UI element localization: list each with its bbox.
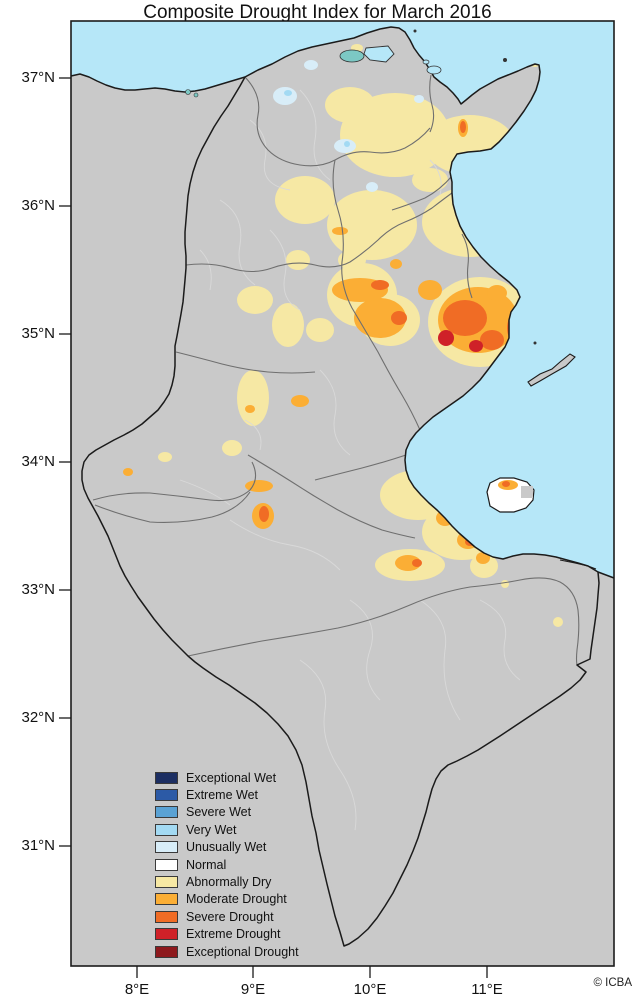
legend-row: Severe Wet	[155, 804, 299, 821]
lon-label-10e: 10°E	[353, 981, 387, 998]
page-title: Composite Drought Index for March 2016	[143, 2, 492, 23]
axis-ticks	[59, 77, 488, 978]
legend-row: Abnormally Dry	[155, 873, 299, 890]
legend-row: Exceptional Drought	[155, 943, 299, 960]
lat-label-32n: 32°N	[21, 709, 55, 726]
attribution-icba: © ICBA	[593, 977, 632, 989]
legend-label: Extreme Wet	[186, 788, 259, 803]
lon-label-9e: 9°E	[240, 981, 266, 998]
legend-label: Abnormally Dry	[186, 875, 272, 890]
legend-label: Exceptional Wet	[186, 770, 277, 785]
lon-label-8e: 8°E	[124, 981, 150, 998]
kuriat-islet	[533, 341, 537, 345]
lat-label-33n: 33°N	[21, 581, 55, 598]
coastline	[70, 73, 615, 579]
lat-label-37n: 37°N	[21, 69, 55, 86]
legend-row: Extreme Wet	[155, 786, 299, 803]
kerkennah-islands	[527, 353, 576, 387]
islet-dot-1	[413, 29, 417, 33]
legend-swatch-abnormally-dry	[155, 876, 178, 889]
legend-label: Severe Wet	[186, 805, 252, 820]
legend-label: Moderate Drought	[186, 892, 287, 907]
legend-swatch-moderate-drought	[155, 893, 178, 906]
tunisia-border	[81, 26, 600, 947]
legend-swatch-severe-wet	[155, 806, 178, 819]
legend-row: Severe Drought	[155, 908, 299, 925]
legend: Exceptional Wet Extreme Wet Severe Wet V…	[155, 769, 299, 960]
delegation-borders	[179, 89, 521, 831]
lakes	[185, 45, 597, 570]
legend-row: Exceptional Wet	[155, 769, 299, 786]
legend-swatch-unusually-wet	[155, 841, 178, 854]
legend-row: Normal	[155, 856, 299, 873]
governorate-borders	[92, 74, 580, 666]
legend-swatch-exceptional-wet	[155, 771, 178, 784]
legend-swatch-normal	[155, 858, 178, 871]
lat-label-35n: 35°N	[21, 325, 55, 342]
lat-label-36n: 36°N	[21, 197, 55, 214]
lon-label-11e: 11°E	[471, 981, 503, 998]
plot-frame	[70, 20, 615, 967]
legend-label: Extreme Drought	[186, 927, 281, 942]
legend-label: Exceptional Drought	[186, 944, 299, 959]
legend-swatch-very-wet	[155, 823, 178, 836]
zembra-islet	[503, 58, 507, 62]
lat-label-34n: 34°N	[21, 453, 55, 470]
legend-row: Moderate Drought	[155, 891, 299, 908]
djerba-island	[486, 477, 535, 513]
legend-swatch-extreme-wet	[155, 789, 178, 802]
legend-label: Severe Drought	[186, 909, 274, 924]
legend-row: Extreme Drought	[155, 926, 299, 943]
lat-label-31n: 31°N	[21, 837, 55, 854]
legend-swatch-exceptional-drought	[155, 945, 178, 958]
tunisia-region	[82, 27, 599, 946]
legend-label: Normal	[186, 857, 227, 872]
legend-swatch-extreme-drought	[155, 928, 178, 941]
legend-label: Unusually Wet	[186, 840, 267, 855]
legend-row: Unusually Wet	[155, 839, 299, 856]
legend-row: Very Wet	[155, 821, 299, 838]
legend-label: Very Wet	[186, 822, 237, 837]
legend-swatch-severe-drought	[155, 910, 178, 923]
